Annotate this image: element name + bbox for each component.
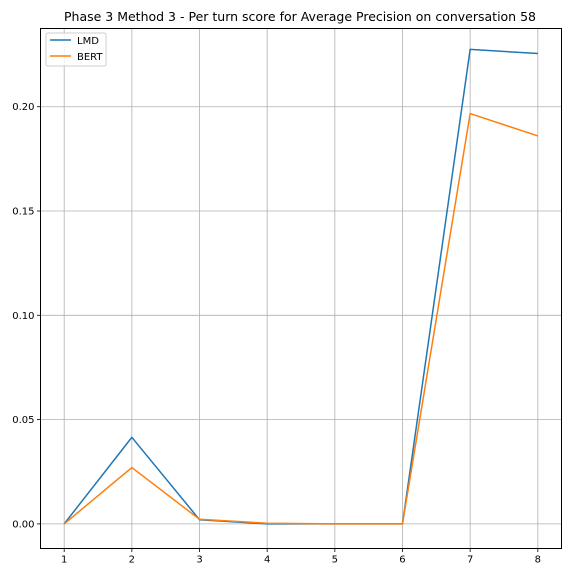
y-tick-label: 0.00 xyxy=(12,519,34,530)
plot-frame xyxy=(40,28,562,549)
chart-title: Phase 3 Method 3 - Per turn score for Av… xyxy=(64,9,536,24)
x-tick-label: 1 xyxy=(61,555,67,566)
x-axis-ticks: 1 2 3 4 5 6 7 8 xyxy=(61,548,541,566)
y-tick-label: 0.10 xyxy=(12,311,34,322)
y-tick-label: 0.15 xyxy=(12,207,34,218)
grid-lines xyxy=(40,28,562,549)
legend-label-lmd: LMD xyxy=(77,36,99,47)
y-tick-label: 0.05 xyxy=(12,415,34,426)
series-line-bert xyxy=(63,112,539,525)
x-tick-label: 6 xyxy=(399,555,405,566)
legend-label-bert: BERT xyxy=(77,52,103,63)
legend: LMD BERT xyxy=(45,32,107,67)
y-axis-ticks: 0.00 0.05 0.10 0.15 0.20 xyxy=(12,102,41,530)
x-tick-label: 8 xyxy=(535,555,541,566)
y-tick-label: 0.20 xyxy=(12,102,34,113)
x-tick-label: 3 xyxy=(196,555,202,566)
x-tick-label: 5 xyxy=(332,555,338,566)
legend-box xyxy=(45,32,107,67)
x-tick-label: 7 xyxy=(467,555,473,566)
x-tick-label: 4 xyxy=(264,555,270,566)
x-tick-label: 2 xyxy=(129,555,135,566)
series-lines xyxy=(63,48,539,525)
